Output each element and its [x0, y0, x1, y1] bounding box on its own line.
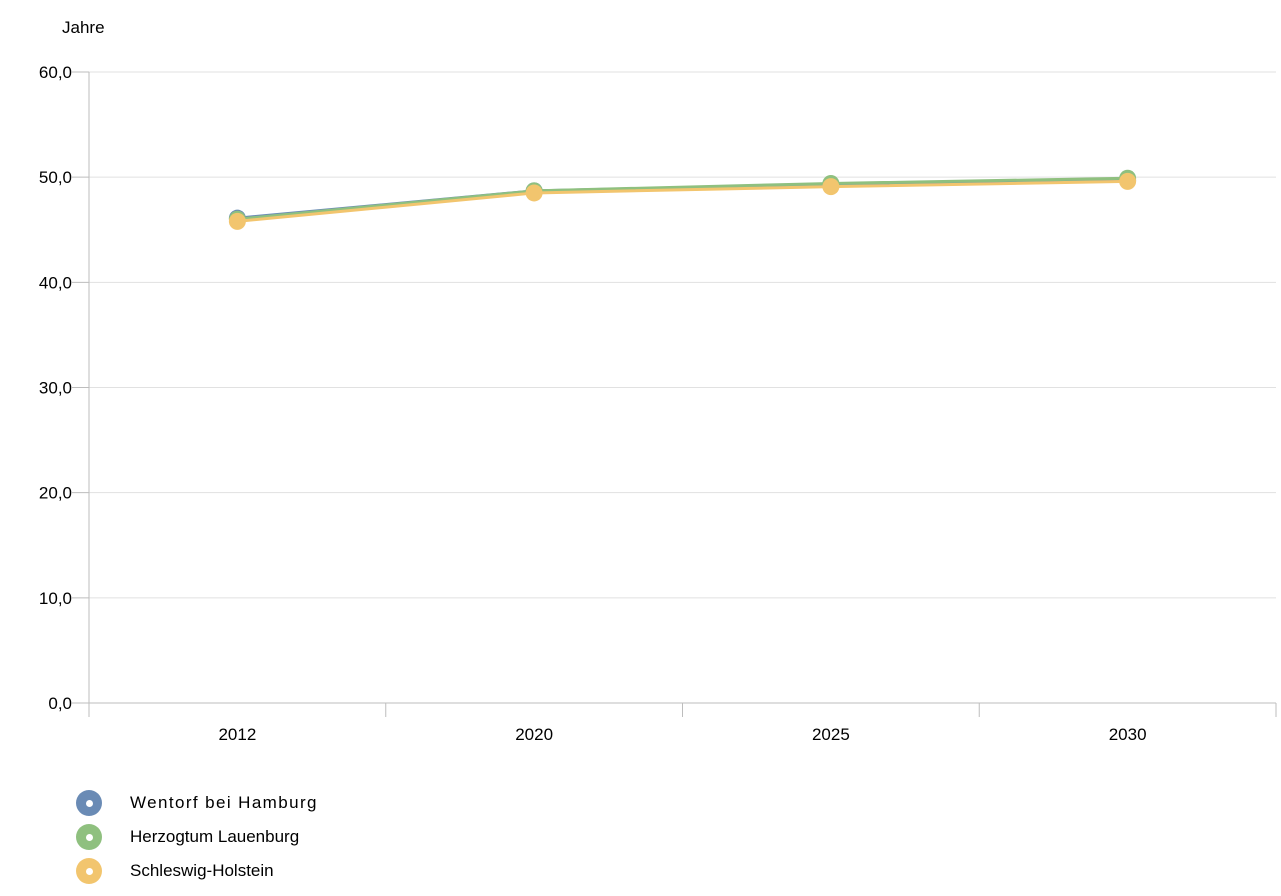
series-line [237, 179, 1128, 223]
series-line [237, 176, 1128, 221]
legend: Wentorf bei Hamburg Herzogtum Lauenburg … [76, 786, 676, 888]
data-point[interactable] [525, 184, 543, 202]
y-tick-label: 10,0 [39, 589, 72, 608]
y-tick-label: 0,0 [48, 694, 72, 713]
legend-label: Wentorf bei Hamburg [130, 793, 318, 812]
y-tick-label: 60,0 [39, 63, 72, 82]
legend-item-schleswig-holstein[interactable]: Schleswig-Holstein [76, 854, 676, 888]
legend-marker-icon [76, 790, 102, 816]
data-point[interactable] [822, 178, 840, 196]
y-tick-label: 50,0 [39, 168, 72, 187]
x-tick-label: 2030 [1109, 725, 1147, 744]
series-2 [228, 169, 1137, 228]
legend-marker-icon [76, 824, 102, 850]
axes: 0,0 10,0 20,0 30,0 40,0 50,0 60,0 2012 2020 2025 2… [39, 63, 1277, 744]
x-tick-label: 2012 [218, 725, 256, 744]
y-tick-label: 30,0 [39, 379, 72, 398]
legend-item-herzogtum-lauenburg[interactable]: Herzogtum Lauenburg [76, 820, 676, 854]
data-point[interactable] [228, 212, 246, 230]
legend-label: Herzogtum Lauenburg [130, 827, 300, 846]
legend-marker-icon [76, 858, 102, 884]
y-axis-title: Jahre [62, 18, 105, 37]
gridlines [89, 71, 1276, 599]
series-3 [228, 172, 1137, 230]
x-tick-label: 2020 [515, 725, 553, 744]
line-chart: 0,0 10,0 20,0 30,0 40,0 50,0 60,0 2012 2020 2025 2… [39, 18, 1277, 744]
legend-item-wentorf[interactable]: Wentorf bei Hamburg [76, 786, 676, 820]
y-tick-label: 40,0 [39, 273, 72, 292]
series [228, 169, 1137, 230]
y-tick-label: 20,0 [39, 484, 72, 503]
data-point[interactable] [1119, 172, 1137, 190]
x-tick-label: 2025 [812, 725, 850, 744]
legend-label: Schleswig-Holstein [130, 861, 274, 880]
